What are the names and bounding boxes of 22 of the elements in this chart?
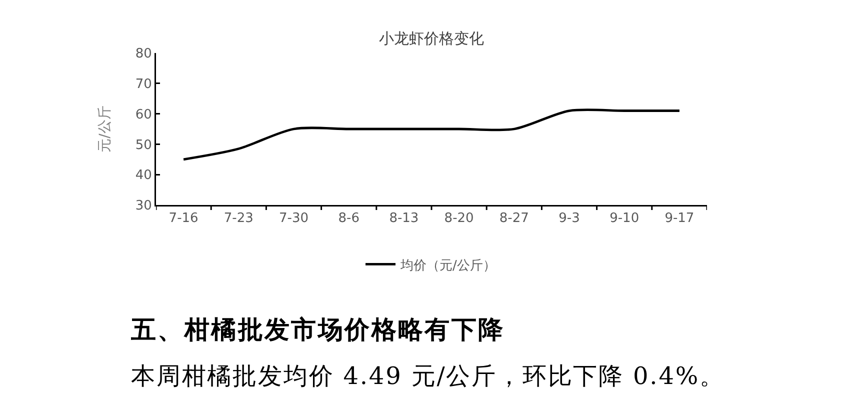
text: 本周柑橘批发均价 4.49 元/公斤，环比下降 0.4%。 [131, 361, 725, 392]
legend-label: 均价（元/公斤） [400, 258, 496, 274]
x-tick-label: 7-23 [224, 211, 254, 226]
y-tick-label: 70 [135, 76, 152, 92]
x-tick-label: 8-27 [499, 211, 529, 226]
x-tick-label: 8-20 [444, 211, 474, 226]
y-tick-label: 80 [135, 46, 152, 62]
x-tick-label: 9-17 [664, 211, 694, 226]
text: 五、柑橘批发市场价格略有下降 [131, 314, 505, 346]
y-tick-label: 40 [135, 168, 152, 184]
x-tick-label: 9-10 [610, 211, 640, 226]
x-tick-label: 8-6 [338, 211, 360, 226]
y-tick-label: 60 [135, 107, 152, 122]
x-tick-label: 7-16 [168, 211, 198, 226]
x-tick-label: 7-30 [278, 211, 309, 226]
y-tick-label: 50 [135, 138, 152, 153]
line-series [182, 108, 681, 161]
x-tick-label: 8-13 [389, 211, 419, 226]
y-tick-label: 30 [135, 198, 152, 214]
chart-title: 小龙虾价格变化 [379, 29, 484, 48]
y-axis-title: 元/公斤 [97, 106, 114, 152]
x-tick-label: 9-3 [558, 211, 580, 226]
